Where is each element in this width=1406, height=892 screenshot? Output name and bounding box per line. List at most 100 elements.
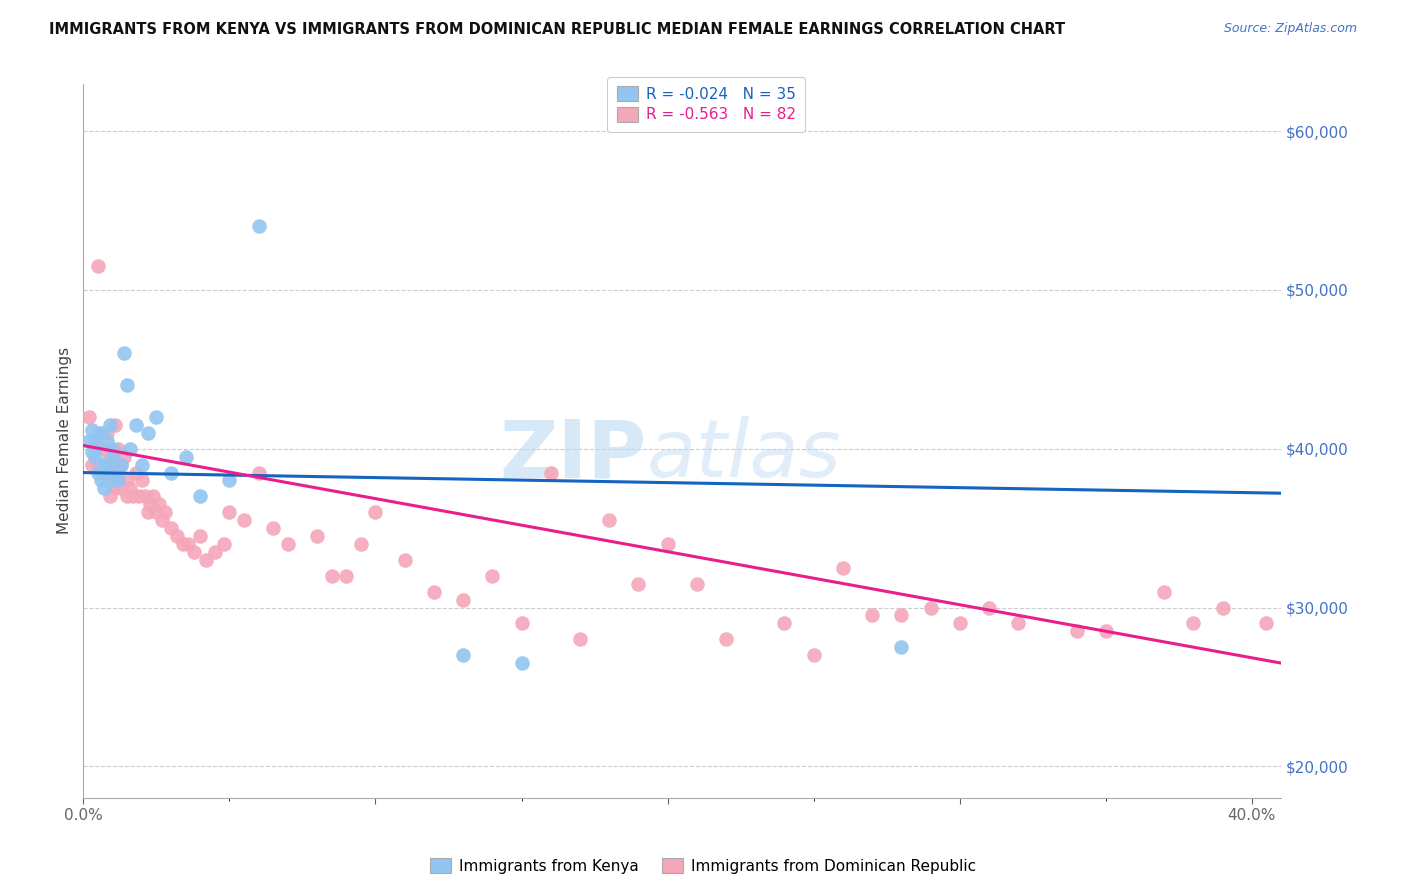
Point: [364, 505, 387, 519]
Point: [1153, 584, 1175, 599]
Point: [773, 616, 796, 631]
Point: [136, 425, 159, 440]
Point: [112, 450, 135, 464]
Point: [115, 378, 138, 392]
Point: [90, 425, 112, 440]
Point: [423, 584, 446, 599]
Point: [627, 576, 650, 591]
Point: [98, 450, 121, 464]
Point: [142, 489, 165, 503]
Point: [104, 417, 127, 432]
Point: [451, 592, 474, 607]
Point: [233, 513, 256, 527]
Point: [174, 450, 197, 464]
Point: [831, 561, 853, 575]
Point: [110, 458, 132, 472]
Point: [84, 434, 107, 448]
Point: [93, 482, 115, 496]
Point: [110, 458, 132, 472]
Point: [195, 553, 218, 567]
Point: [148, 497, 170, 511]
Point: [84, 450, 107, 464]
Point: [177, 537, 200, 551]
Point: [949, 616, 972, 631]
Point: [125, 466, 148, 480]
Point: [540, 466, 562, 480]
Point: [131, 458, 153, 472]
Point: [107, 442, 129, 456]
Point: [87, 466, 110, 480]
Point: [96, 458, 118, 472]
Point: [90, 474, 112, 488]
Point: [803, 648, 825, 662]
Point: [150, 513, 173, 527]
Point: [118, 482, 141, 496]
Point: [87, 259, 110, 273]
Point: [98, 417, 121, 432]
Point: [160, 466, 183, 480]
Point: [87, 429, 110, 443]
Point: [90, 425, 112, 440]
Point: [247, 466, 270, 480]
Point: [335, 568, 357, 582]
Point: [80, 423, 103, 437]
Point: [1066, 624, 1088, 639]
Point: [136, 505, 159, 519]
Point: [101, 474, 124, 488]
Point: [107, 474, 129, 488]
Point: [321, 568, 343, 582]
Text: ZIP: ZIP: [499, 416, 647, 494]
Point: [166, 529, 188, 543]
Point: [598, 513, 620, 527]
Point: [890, 640, 912, 655]
Point: [262, 521, 284, 535]
Point: [277, 537, 299, 551]
Point: [153, 505, 176, 519]
Point: [657, 537, 679, 551]
Point: [451, 648, 474, 662]
Point: [104, 482, 127, 496]
Point: [104, 466, 127, 480]
Point: [920, 600, 942, 615]
Point: [510, 656, 533, 670]
Point: [510, 616, 533, 631]
Point: [115, 474, 138, 488]
Point: [568, 632, 591, 647]
Point: [122, 489, 145, 503]
Point: [188, 489, 211, 503]
Point: [172, 537, 194, 551]
Point: [84, 442, 107, 456]
Point: [204, 545, 226, 559]
Point: [247, 219, 270, 234]
Point: [115, 489, 138, 503]
Point: [96, 425, 118, 440]
Point: [218, 474, 240, 488]
Point: [118, 442, 141, 456]
Legend: Immigrants from Kenya, Immigrants from Dominican Republic: Immigrants from Kenya, Immigrants from D…: [425, 852, 981, 880]
Text: atlas: atlas: [647, 416, 841, 494]
Point: [77, 409, 100, 424]
Point: [188, 529, 211, 543]
Point: [145, 505, 167, 519]
Y-axis label: Median Female Earnings: Median Female Earnings: [58, 347, 72, 534]
Legend: R = -0.024   N = 35, R = -0.563   N = 82: R = -0.024 N = 35, R = -0.563 N = 82: [607, 77, 804, 132]
Point: [107, 474, 129, 488]
Point: [183, 545, 205, 559]
Point: [93, 442, 115, 456]
Point: [87, 458, 110, 472]
Point: [977, 600, 1000, 615]
Point: [101, 458, 124, 472]
Point: [394, 553, 416, 567]
Point: [218, 505, 240, 519]
Point: [93, 466, 115, 480]
Point: [1007, 616, 1029, 631]
Point: [890, 608, 912, 623]
Text: IMMIGRANTS FROM KENYA VS IMMIGRANTS FROM DOMINICAN REPUBLIC MEDIAN FEMALE EARNIN: IMMIGRANTS FROM KENYA VS IMMIGRANTS FROM…: [49, 22, 1066, 37]
Point: [128, 489, 150, 503]
Point: [134, 489, 156, 503]
Point: [125, 417, 148, 432]
Text: Source: ZipAtlas.com: Source: ZipAtlas.com: [1223, 22, 1357, 36]
Point: [145, 409, 167, 424]
Point: [93, 458, 115, 472]
Point: [131, 474, 153, 488]
